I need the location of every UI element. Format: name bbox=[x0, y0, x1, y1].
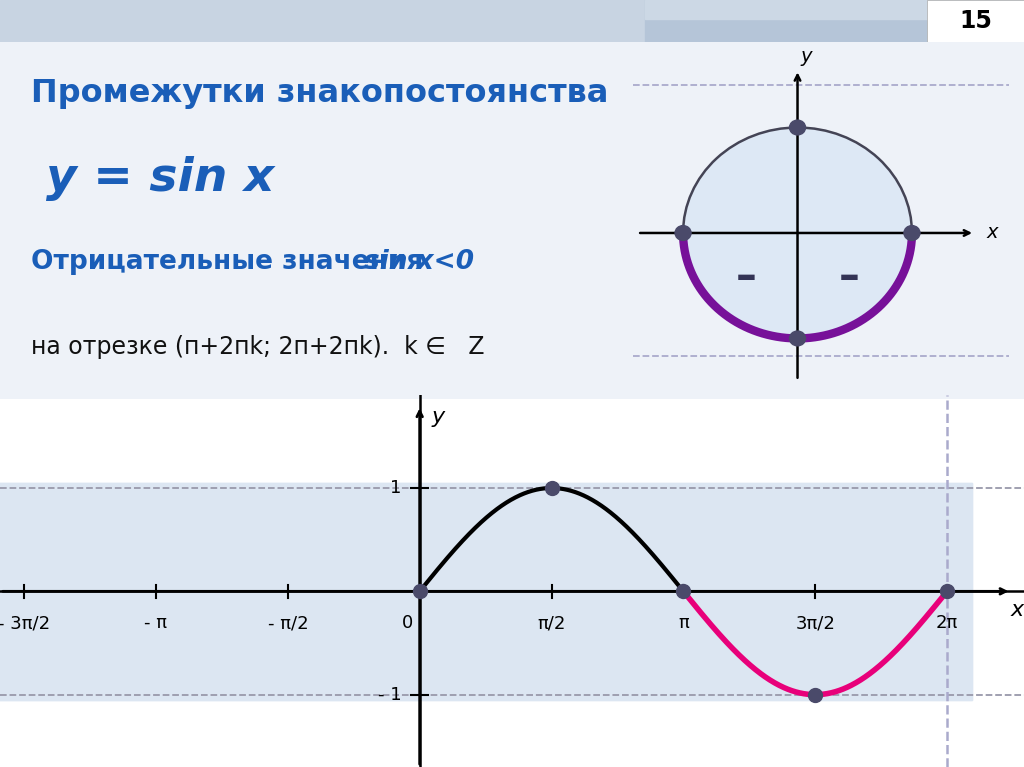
Text: на отрезке (п+2пk; 2п+2пk).  k ∈   Z: на отрезке (п+2пk; 2п+2пk). k ∈ Z bbox=[31, 334, 484, 359]
Text: - 1: - 1 bbox=[378, 686, 401, 703]
Text: 1: 1 bbox=[390, 479, 401, 497]
Bar bbox=[645, 0, 1024, 42]
Text: y: y bbox=[801, 47, 812, 66]
Text: –: – bbox=[735, 256, 757, 298]
Circle shape bbox=[790, 331, 806, 346]
Bar bbox=[420, 483, 972, 700]
Bar bbox=[0, 483, 972, 700]
Text: y: y bbox=[431, 407, 444, 427]
Circle shape bbox=[790, 120, 806, 135]
Text: - π: - π bbox=[144, 614, 168, 632]
Bar bbox=[0, 483, 420, 700]
Text: x: x bbox=[1011, 600, 1024, 620]
Text: Отрицательные значения: Отрицательные значения bbox=[31, 249, 432, 275]
Text: y = sin x: y = sin x bbox=[46, 156, 274, 201]
Circle shape bbox=[683, 127, 912, 338]
Text: - 3π/2: - 3π/2 bbox=[0, 614, 50, 632]
Bar bbox=[0, 0, 645, 42]
Bar bbox=[645, 0, 1024, 19]
Circle shape bbox=[675, 225, 691, 240]
Text: x: x bbox=[986, 223, 997, 242]
Text: 0: 0 bbox=[401, 614, 413, 632]
Text: sin x<0: sin x<0 bbox=[364, 249, 474, 275]
Text: Промежутки знакопостоянства: Промежутки знакопостоянства bbox=[31, 78, 608, 109]
Text: 15: 15 bbox=[958, 9, 992, 33]
Text: 3π/2: 3π/2 bbox=[796, 614, 836, 632]
Text: π: π bbox=[678, 614, 689, 632]
Text: –: – bbox=[839, 256, 859, 298]
Text: 2π: 2π bbox=[936, 614, 958, 632]
Circle shape bbox=[904, 225, 920, 240]
Text: - π/2: - π/2 bbox=[267, 614, 308, 632]
Text: π/2: π/2 bbox=[538, 614, 565, 632]
